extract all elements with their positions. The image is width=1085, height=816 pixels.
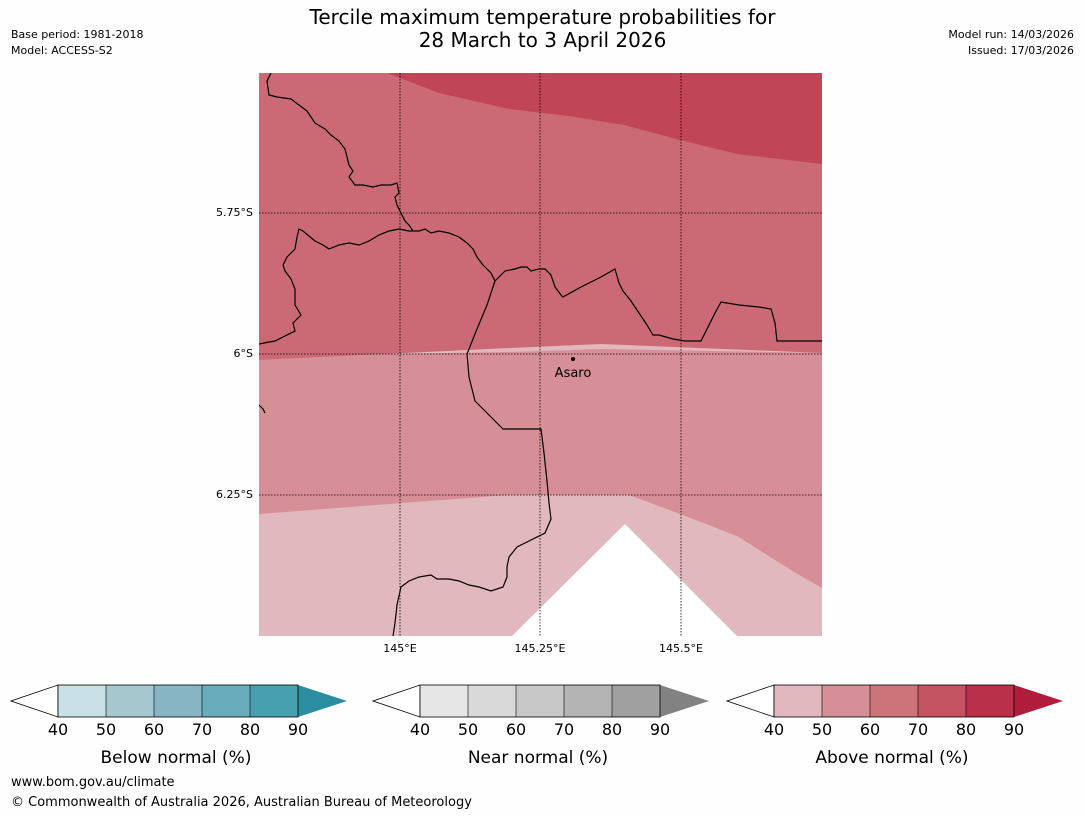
boundary-west-fragment: [259, 404, 266, 414]
above-tick: 90: [1003, 720, 1025, 739]
title-line-2: 28 March to 3 April 2026: [418, 28, 667, 52]
below-tick: 70: [191, 720, 213, 739]
above-tick: 70: [907, 720, 929, 739]
near-tick: 60: [505, 720, 527, 739]
above-tick: 80: [955, 720, 977, 739]
above-swatch-40-50: [774, 685, 822, 717]
below-tick: 60: [143, 720, 165, 739]
below-swatch-under-40: [10, 684, 59, 718]
footer-website: www.bom.gov.au/climate: [11, 775, 175, 790]
issued-date: Issued: 17/03/2026: [967, 44, 1074, 57]
legend-near-normal: 40 50 60 70 80 90 Near normal (%): [372, 684, 712, 768]
near-swatch-40-50: [420, 685, 468, 717]
asaro-marker: [571, 357, 575, 361]
above-ticks: 40 50 60 70 80 90: [726, 720, 1066, 740]
below-legend-title: Below normal (%): [100, 748, 252, 768]
boundary-east: [494, 266, 822, 342]
near-swatch-70-80: [564, 685, 612, 717]
near-swatch-60-70: [516, 685, 564, 717]
map-canvas: Asaro: [259, 73, 822, 636]
below-tick: 50: [95, 720, 117, 739]
region-above-60: [259, 349, 822, 588]
lon-label-145-25e: 145.25°E: [514, 642, 566, 655]
boundary-middle: [259, 228, 496, 345]
above-legend-title: Above normal (%): [815, 748, 969, 768]
lon-label-145-5e: 145.5°E: [659, 642, 703, 655]
above-swatch-70-80: [918, 685, 966, 717]
title-line-1: Tercile maximum temperature probabilitie…: [309, 5, 776, 29]
below-tick: 40: [47, 720, 69, 739]
graticule: [259, 73, 822, 636]
above-tick: 60: [859, 720, 881, 739]
asaro-label: Asaro: [555, 366, 592, 381]
below-swatch-80-90: [250, 685, 298, 717]
near-tick: 90: [649, 720, 671, 739]
lon-label-145e: 145°E: [383, 642, 417, 655]
model-name: Model: ACCESS-S2: [11, 44, 113, 57]
near-tick: 70: [553, 720, 575, 739]
below-colorbar: [10, 684, 347, 718]
base-period: Base period: 1981-2018: [11, 28, 144, 41]
lat-label-6-25s: 6.25°S: [216, 488, 253, 501]
below-tick: 90: [287, 720, 309, 739]
lat-label-6s: 6°S: [233, 347, 253, 360]
above-tick: 50: [811, 720, 833, 739]
above-swatch-over-90: [1014, 685, 1063, 717]
model-run: Model run: 14/03/2026: [948, 28, 1074, 41]
near-legend-title: Near normal (%): [467, 748, 609, 768]
lat-label-5-75s: 5.75°S: [216, 206, 253, 219]
near-swatch-80-90: [612, 685, 660, 717]
below-swatch-40-50: [58, 685, 106, 717]
legend-below-normal: 40 50 60 70 80 90 Below normal (%): [10, 684, 350, 768]
above-swatch-under-40: [726, 684, 775, 718]
near-tick: 50: [457, 720, 479, 739]
above-swatch-80-90: [966, 685, 1014, 717]
near-swatch-over-90: [660, 685, 709, 717]
near-swatch-under-40: [372, 684, 421, 718]
above-swatch-50-60: [822, 685, 870, 717]
above-swatch-60-70: [870, 685, 918, 717]
legend-above-normal: 40 50 60 70 80 90 Above normal (%): [726, 684, 1066, 768]
boundary-south: [392, 280, 552, 636]
below-tick: 80: [239, 720, 261, 739]
below-swatch-50-60: [106, 685, 154, 717]
below-swatch-over-90: [298, 685, 347, 717]
near-ticks: 40 50 60 70 80 90: [372, 720, 712, 740]
below-swatch-60-70: [154, 685, 202, 717]
near-tick: 40: [409, 720, 431, 739]
map-panel: Asaro: [259, 73, 822, 636]
region-above-80: [387, 73, 822, 164]
above-tick: 40: [763, 720, 785, 739]
region-above-70: [259, 73, 822, 360]
map-title: Tercile maximum temperature probabilitie…: [0, 6, 1085, 52]
below-swatch-70-80: [202, 685, 250, 717]
footer-copyright: © Commonwealth of Australia 2026, Austra…: [11, 795, 472, 810]
above-colorbar: [726, 684, 1063, 718]
near-tick: 80: [601, 720, 623, 739]
below-ticks: 40 50 60 70 80 90: [10, 720, 350, 740]
near-colorbar: [372, 684, 709, 718]
meta-left: Base period: 1981-2018 Model: ACCESS-S2: [11, 27, 143, 59]
province-boundaries: [259, 73, 822, 636]
near-swatch-50-60: [468, 685, 516, 717]
meta-right: Model run: 14/03/2026 Issued: 17/03/2026: [948, 27, 1074, 59]
boundary-north: [266, 73, 414, 232]
